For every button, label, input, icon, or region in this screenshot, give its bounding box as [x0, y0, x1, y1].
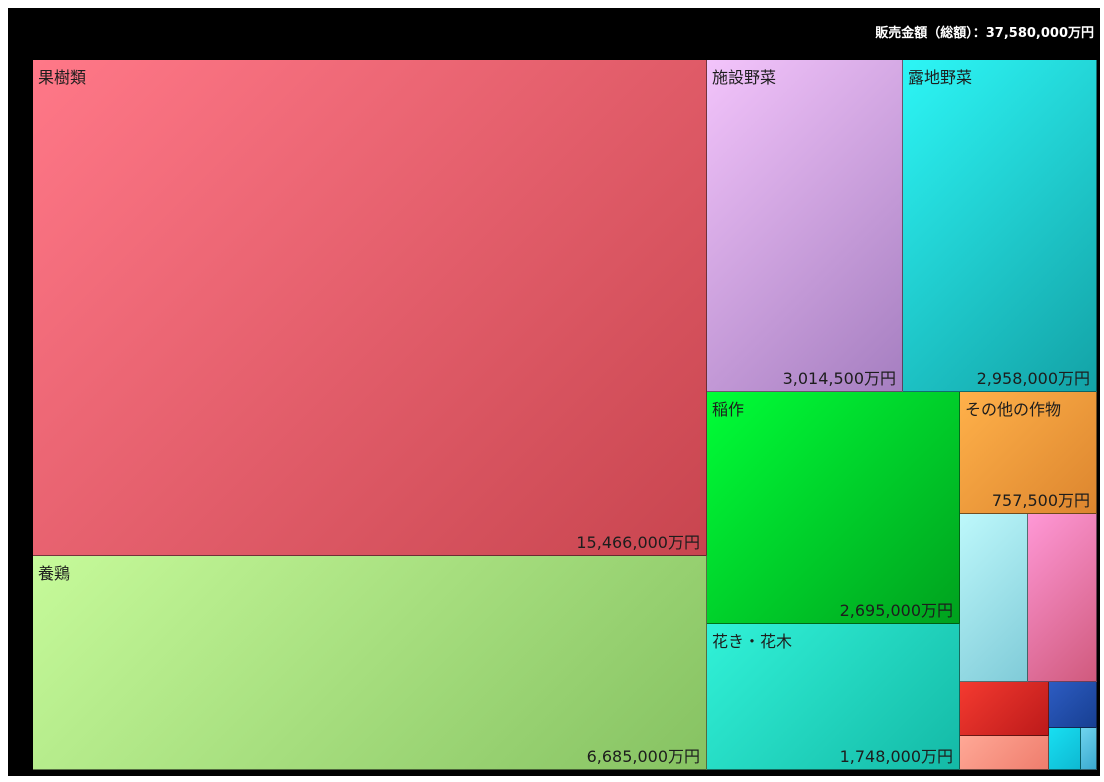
tile-value: 15,466,000万円: [576, 533, 700, 552]
treemap-tile-その他の作物[interactable]: その他の作物 757,500万円: [960, 392, 1097, 514]
treemap-tile-unlabeled-10[interactable]: [960, 682, 1049, 736]
treemap-tile-unlabeled-13[interactable]: [1049, 728, 1081, 770]
tile-label: 花き・花木: [712, 632, 793, 651]
tile-label: その他の作物: [965, 400, 1062, 419]
tile-label: 養鶏: [38, 564, 71, 583]
total-sales-label: 販売金額（総額）：37,580,000万円: [875, 26, 1094, 41]
tile-label: 稲作: [712, 400, 745, 419]
treemap-tile-unlabeled-11[interactable]: [1049, 682, 1097, 728]
treemap-tile-養鶏[interactable]: 養鶏 6,685,000万円: [33, 556, 707, 770]
treemap-tile-露地野菜[interactable]: 露地野菜 2,958,000万円: [903, 60, 1097, 392]
tile-label: 果樹類: [38, 68, 87, 87]
tile-value: 1,748,000万円: [839, 747, 953, 766]
tile-value: 3,014,500万円: [782, 369, 896, 388]
tile-label: 露地野菜: [908, 68, 973, 87]
tile-value: 757,500万円: [991, 491, 1090, 510]
tile-value: 6,685,000万円: [586, 747, 700, 766]
treemap: 果樹類 15,466,000万円養鶏 6,685,000万円 施設野菜 3,014,50…: [33, 60, 1097, 770]
tile-label: 施設野菜: [712, 68, 777, 87]
treemap-tile-果樹類[interactable]: 果樹類 15,466,000万円: [33, 60, 707, 556]
treemap-tile-施設野菜[interactable]: 施設野菜 3,014,500万円: [707, 60, 903, 392]
treemap-tile-unlabeled-9[interactable]: [1028, 514, 1097, 682]
treemap-tile-unlabeled-14[interactable]: [1081, 728, 1097, 770]
treemap-tile-花き・花木[interactable]: 花き・花木 1,748,000万円: [707, 624, 960, 770]
treemap-tile-unlabeled-8[interactable]: [960, 514, 1028, 682]
tile-value: 2,695,000万円: [839, 601, 953, 620]
treemap-tile-unlabeled-12[interactable]: [960, 736, 1049, 770]
treemap-tile-稲作[interactable]: 稲作 2,695,000万円: [707, 392, 960, 624]
tile-value: 2,958,000万円: [976, 369, 1090, 388]
